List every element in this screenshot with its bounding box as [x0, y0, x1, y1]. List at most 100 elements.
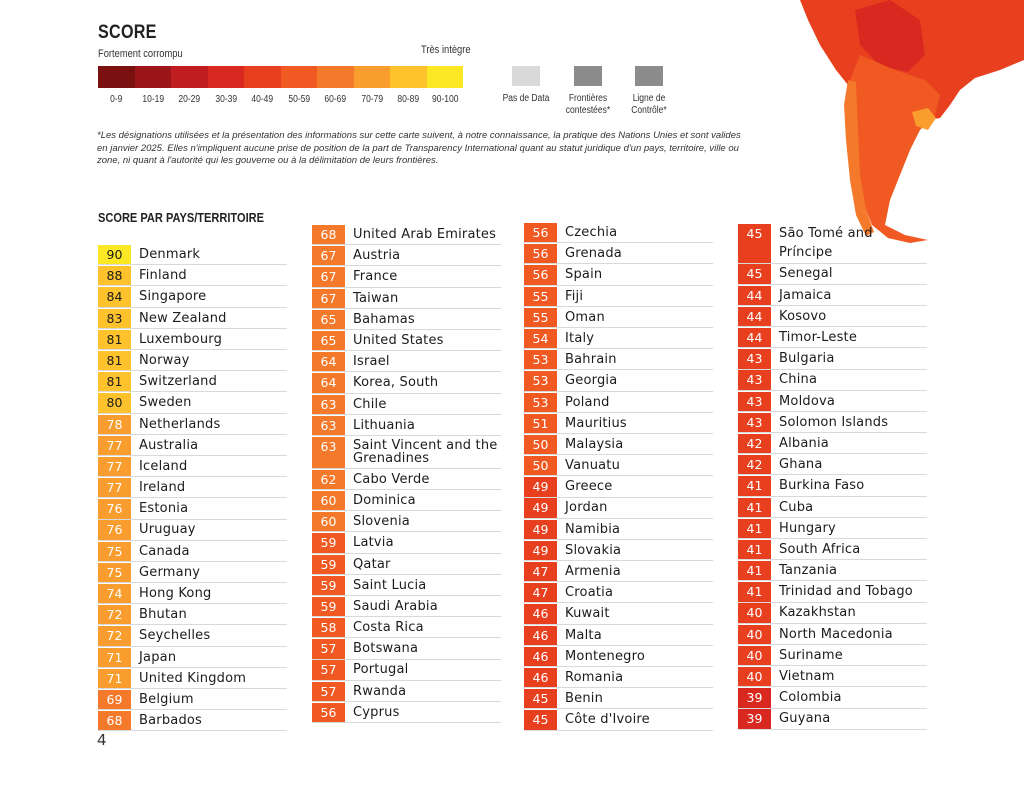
- country-row: 88 Finland: [98, 266, 287, 287]
- country-score: 44: [738, 285, 771, 305]
- country-name: Greece: [565, 479, 613, 495]
- score-scale-labels: 0-9 10-19 20-29 30-39 40-49 50-59 60-69 70-79 80…: [98, 94, 463, 105]
- country-score: 59: [312, 575, 345, 595]
- country-name: Sweden: [139, 395, 192, 411]
- country-row: 90 Denmark: [98, 245, 287, 266]
- country-name: Saint Vincent and the Grenadines: [353, 437, 498, 467]
- country-score: 44: [738, 328, 771, 348]
- legend-control-line: Ligne de Contrôle*: [609, 66, 689, 117]
- country-name: Australia: [139, 437, 199, 453]
- country-score: 60: [312, 490, 345, 511]
- country-score: 68: [312, 225, 345, 245]
- country-score: 60: [312, 512, 345, 532]
- country-row: 41 Cuba: [738, 497, 927, 518]
- country-name: Czechia: [565, 225, 618, 240]
- country-row: 53 Georgia: [524, 371, 713, 392]
- country-name: Ireland: [139, 480, 186, 496]
- country-name: Georgia: [565, 373, 618, 389]
- country-score: 83: [98, 308, 131, 328]
- country-row: 57 Rwanda: [312, 681, 501, 702]
- country-name: Qatar: [353, 556, 391, 572]
- scale-swatch: [426, 66, 463, 88]
- country-name: Bulgaria: [779, 351, 835, 367]
- country-score: 88: [98, 266, 131, 286]
- country-name: Moldova: [779, 393, 836, 409]
- country-name: United Kingdom: [139, 670, 247, 686]
- country-score: 59: [312, 533, 345, 553]
- country-name: Israel: [353, 354, 390, 370]
- country-row: 58 Costa Rica: [312, 618, 501, 639]
- country-name: Colombia: [779, 690, 842, 706]
- country-score: 50: [524, 456, 557, 476]
- country-row: 67 France: [312, 267, 501, 288]
- country-score: 55: [524, 307, 557, 328]
- country-name: Kuwait: [565, 606, 610, 622]
- scale-swatch: [353, 66, 390, 88]
- country-name: Luxembourg: [139, 331, 223, 347]
- country-name: Cuba: [779, 499, 814, 515]
- country-name: Trinidad and Tobago: [779, 584, 913, 600]
- country-score: 41: [738, 561, 771, 581]
- country-name: Grenada: [565, 246, 622, 262]
- country-row: 59 Saint Lucia: [312, 575, 501, 596]
- country-score: 46: [524, 667, 557, 688]
- country-score: 41: [738, 539, 771, 560]
- country-name: France: [353, 269, 398, 285]
- country-name: Croatia: [565, 585, 614, 601]
- country-score: 71: [98, 647, 131, 667]
- country-row: 45 São Tomé and Príncipe: [738, 224, 927, 264]
- country-score: 59: [312, 596, 345, 617]
- country-score: 63: [312, 436, 345, 468]
- country-row: 77 Australia: [98, 435, 287, 456]
- country-name: Germany: [139, 564, 201, 580]
- country-score: 80: [98, 393, 131, 413]
- country-score: 51: [524, 413, 557, 433]
- map-region-uruguay: [912, 108, 936, 130]
- country-name: Bahamas: [353, 311, 415, 327]
- country-name: Ghana: [779, 457, 823, 473]
- country-name: United States: [353, 332, 444, 348]
- country-name: Bahrain: [565, 352, 617, 368]
- country-name: Rwanda: [353, 683, 407, 699]
- country-row: 41 Trinidad and Tobago: [738, 582, 927, 603]
- country-row: 40 Kazakhstan: [738, 603, 927, 624]
- country-row: 63 Chile: [312, 394, 501, 415]
- country-name: Romania: [565, 669, 624, 685]
- country-name: Lithuania: [353, 417, 416, 433]
- country-name: Austria: [353, 248, 401, 264]
- country-name: Finland: [139, 268, 187, 284]
- country-score: 64: [312, 352, 345, 372]
- country-name: Poland: [565, 394, 610, 410]
- scale-swatch: [280, 66, 317, 88]
- country-row: 75 Canada: [98, 541, 287, 562]
- country-score: 57: [312, 681, 345, 701]
- no-data-label: Pas de Data: [502, 93, 550, 104]
- country-score: 84: [98, 287, 131, 307]
- country-row: 43 China: [738, 370, 927, 391]
- country-score: 77: [98, 456, 131, 477]
- country-row: 56 Czechia: [524, 223, 713, 244]
- country-score: 56: [524, 223, 557, 243]
- control-line-swatch: [635, 66, 663, 86]
- score-column-2: 68 United Arab Emirates 67 Austria 67 France 6…: [312, 225, 501, 724]
- country-name: Namibia: [565, 521, 621, 537]
- score-column-4: 45 São Tomé and Príncipe 45 Senegal 44 Jamaic…: [738, 224, 927, 731]
- country-row: 55 Oman: [524, 307, 713, 329]
- country-score: 43: [738, 349, 771, 369]
- country-score: 53: [524, 371, 557, 391]
- country-row: 81 Luxembourg: [98, 329, 287, 351]
- country-row: 46 Malta: [524, 625, 713, 646]
- country-name: Saudi Arabia: [353, 598, 438, 614]
- scale-bin-label: 60-69: [324, 94, 347, 105]
- country-score: 49: [524, 477, 557, 497]
- country-row: 56 Spain: [524, 265, 713, 286]
- country-score: 90: [98, 245, 131, 265]
- country-score: 41: [738, 582, 771, 602]
- country-row: 64 Israel: [312, 352, 501, 373]
- country-name: Oman: [565, 309, 605, 325]
- country-score: 74: [98, 584, 131, 604]
- country-row: 45 Côte d'Ivoire: [524, 710, 713, 731]
- country-name: Japan: [139, 649, 177, 665]
- country-row: 41 Tanzania: [738, 561, 927, 582]
- country-name: Norway: [139, 352, 190, 368]
